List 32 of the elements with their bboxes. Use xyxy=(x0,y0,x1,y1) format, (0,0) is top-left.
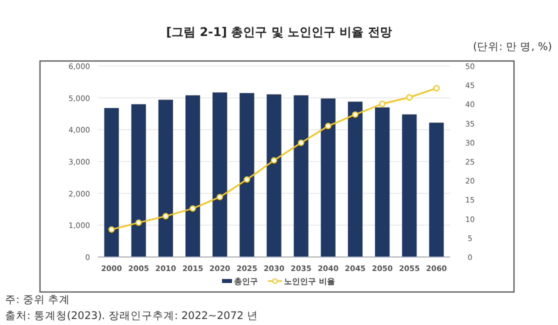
point xyxy=(190,205,196,212)
point xyxy=(135,219,142,226)
point xyxy=(379,100,386,108)
point xyxy=(324,122,332,130)
point xyxy=(406,94,413,101)
point xyxy=(433,84,440,92)
text: 주: 중위 추계 xyxy=(5,294,70,306)
bar xyxy=(320,98,336,257)
point xyxy=(352,111,358,118)
bar xyxy=(402,114,417,257)
source-note: 출처: 통계청(2023). 장래인구추계: 2022~2072 년 xyxy=(5,310,258,322)
point xyxy=(108,226,115,233)
bar xyxy=(131,104,146,257)
bar xyxy=(429,122,444,257)
point xyxy=(298,140,304,146)
text: (단위: 만 명, %) xyxy=(472,41,552,53)
bar xyxy=(374,107,390,257)
chart-title: [그림 2-1] 총인구 및 노인인구 비율 전망 xyxy=(166,25,392,39)
point xyxy=(216,194,224,200)
point xyxy=(162,212,169,220)
point xyxy=(270,157,278,164)
bar xyxy=(294,95,308,257)
bar xyxy=(158,100,174,257)
bar xyxy=(212,92,228,257)
legend-label: 노인인구 비율 xyxy=(284,277,335,286)
bar xyxy=(348,102,363,257)
bar xyxy=(104,108,119,257)
bar xyxy=(240,93,254,257)
legend-label: 총인구 xyxy=(234,277,258,286)
bar xyxy=(185,95,200,257)
point xyxy=(244,176,250,183)
bar xyxy=(266,94,282,257)
